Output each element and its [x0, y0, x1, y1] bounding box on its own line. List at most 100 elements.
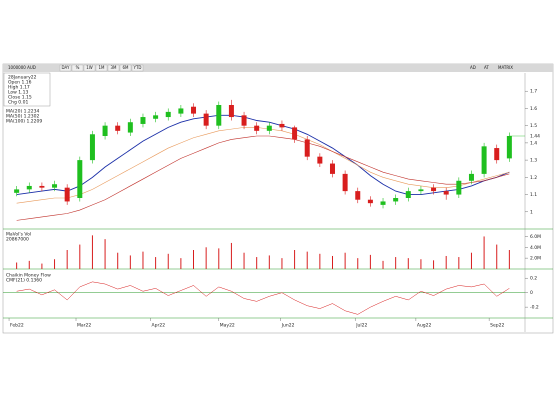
button-label[interactable]: YTD [133, 65, 142, 70]
candle-body [367, 199, 373, 204]
button[interactable] [131, 64, 144, 72]
button[interactable] [95, 64, 108, 72]
x-tick-label: Jul22 [355, 323, 367, 329]
candle-body [443, 191, 449, 195]
info-line: Low 1.13 [8, 90, 28, 96]
candle-body [203, 113, 209, 126]
candle-body [279, 123, 285, 128]
toolbar-right[interactable]: AD [470, 65, 476, 70]
candle-body [355, 191, 361, 200]
x-tick-label: Jun22 [281, 323, 295, 329]
candle-body [115, 125, 121, 131]
ma-legend: MA(20) 1.2234 [6, 109, 40, 115]
toolbar [3, 64, 553, 72]
candle-body [14, 189, 20, 193]
candle-body [178, 108, 184, 114]
button-label[interactable]: 1W [86, 65, 93, 70]
y-tick-label: 4.0M [530, 245, 541, 251]
toolbar-right[interactable]: AT [484, 65, 489, 70]
panel-value: 20867000 [6, 237, 29, 243]
candle-body [153, 115, 159, 119]
toolbar-right[interactable]: MATRIX [498, 65, 513, 70]
button[interactable] [107, 64, 120, 72]
y-tick-label: 1.4 [530, 140, 537, 146]
y-tick-label: 1.7 [530, 89, 537, 95]
ma-legend: MA(100) 1.2209 [6, 119, 42, 125]
y-tick-label: 1.2 [530, 175, 537, 181]
candle-body [317, 156, 323, 164]
button-label[interactable]: DAY [62, 65, 70, 70]
ma-line [16, 127, 510, 204]
candle-body [494, 148, 500, 161]
candle-body [39, 185, 45, 188]
candle-body [481, 146, 487, 174]
button[interactable] [83, 64, 96, 72]
x-tick-label: Sep22 [490, 323, 504, 329]
candle-body [254, 125, 260, 131]
button[interactable] [59, 64, 72, 72]
window [2, 63, 554, 334]
info-box [3, 72, 51, 107]
info-line: Close 1.15 [8, 95, 32, 101]
y-tick-label: 1.6 [530, 106, 537, 112]
y-tick-label: 1.3 [530, 158, 537, 164]
candle-body [266, 125, 272, 131]
info-line: High 1.17 [8, 85, 30, 91]
candle-body [405, 191, 411, 198]
candle-body [102, 125, 108, 136]
panel-title: MaVol's Vol [6, 232, 31, 238]
candle-body [140, 117, 146, 124]
candle-body [418, 189, 424, 192]
button-label[interactable]: 1M [99, 65, 106, 70]
ma-legend: MA(50) 1.2302 [6, 114, 40, 120]
candle-body [506, 136, 512, 159]
candle-body [393, 198, 399, 202]
button-label[interactable]: % [76, 65, 80, 70]
button[interactable] [119, 64, 132, 72]
last-price-label: 1.44 [530, 134, 540, 140]
button[interactable] [71, 64, 84, 72]
candle-body [431, 187, 437, 192]
candle-body [468, 173, 474, 181]
symbol[interactable]: 1000000 AUD [8, 65, 36, 70]
x-tick-label: May22 [220, 323, 235, 329]
x-tick-label: Aug22 [417, 323, 432, 329]
candle-body [241, 115, 247, 126]
y-tick-label: 6.0M [530, 234, 541, 240]
ma-line [16, 135, 510, 221]
candle-body [456, 180, 462, 195]
info-line: 28January22 [8, 75, 37, 81]
candle-body [64, 187, 70, 202]
info-line: Open 1.16 [8, 80, 32, 86]
candle-body [292, 127, 298, 140]
candle-body [26, 185, 32, 190]
y-tick-label: 1.1 [530, 192, 537, 198]
ma-line [16, 114, 510, 196]
candle-body [304, 139, 310, 157]
toolbar-items: 1000000 AUD DAY% 1W 1M 3M 6M YTD AD AT MATRIX [8, 64, 513, 72]
candle-body [191, 106, 197, 114]
y-tick-label: 0 [530, 290, 533, 296]
candle-body [329, 163, 335, 174]
candle-body [165, 111, 171, 118]
info-line: Chg 0.01 [8, 100, 28, 106]
x-tick-label: Feb22 [10, 323, 24, 329]
y-tick-label: -0.2 [530, 305, 539, 311]
candle-body [342, 173, 348, 192]
panel-title: Chaikin Money Flow [6, 273, 51, 279]
y-tick-label: 1.5 [530, 123, 537, 129]
button-label[interactable]: 3M [111, 65, 118, 70]
y-tick-label: 2.0M [530, 256, 541, 262]
candle-body [228, 105, 234, 118]
button-label[interactable]: 6M [123, 65, 130, 70]
candle-body [380, 201, 386, 205]
panel-value: CMF(21) 0.1360 [6, 278, 42, 284]
mfi-line [16, 281, 510, 315]
candle-body [52, 184, 58, 188]
y-tick-label: 0.2 [530, 276, 537, 282]
y-tick-label: 1 [530, 209, 533, 215]
candle-body [77, 160, 83, 198]
